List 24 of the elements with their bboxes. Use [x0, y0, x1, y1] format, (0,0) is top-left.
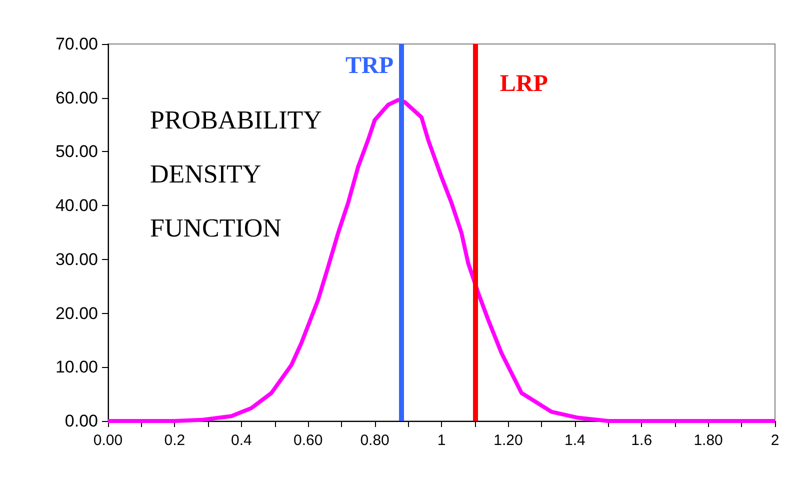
- ref-line-label: LRP: [500, 71, 548, 97]
- x-tick-label: 0.2: [164, 432, 186, 449]
- x-tick-label: 0.60: [294, 432, 323, 449]
- x-tick-label: 1: [437, 432, 446, 449]
- y-tick-label: 20.00: [55, 304, 98, 323]
- x-tick-label: 2: [770, 432, 780, 449]
- y-tick-label: 10.00: [55, 358, 98, 377]
- y-tick-label: 50.00: [55, 142, 98, 162]
- x-tick-label: 0.4: [230, 432, 252, 449]
- y-tick-label: 60.00: [55, 88, 98, 108]
- y-tick-label: 0.00: [64, 412, 98, 430]
- y-tick-label: 40.00: [55, 196, 98, 216]
- x-tick-label: 1.80: [694, 432, 723, 449]
- annotation: PROBABILITY: [150, 106, 322, 134]
- x-tick-label: 1.6: [631, 432, 652, 449]
- y-tick-label: 30.00: [55, 250, 98, 269]
- x-tick-label: 0.80: [360, 432, 390, 449]
- ref-line-label: TRP: [345, 53, 394, 79]
- annotation: FUNCTION: [150, 214, 282, 242]
- x-tick-label: 1.4: [564, 432, 586, 449]
- annotation: DENSITY: [150, 160, 262, 188]
- y-tick-label: 70.00: [55, 34, 98, 54]
- x-tick-label: 0.00: [93, 432, 123, 449]
- x-tick-label: 1.20: [494, 432, 523, 449]
